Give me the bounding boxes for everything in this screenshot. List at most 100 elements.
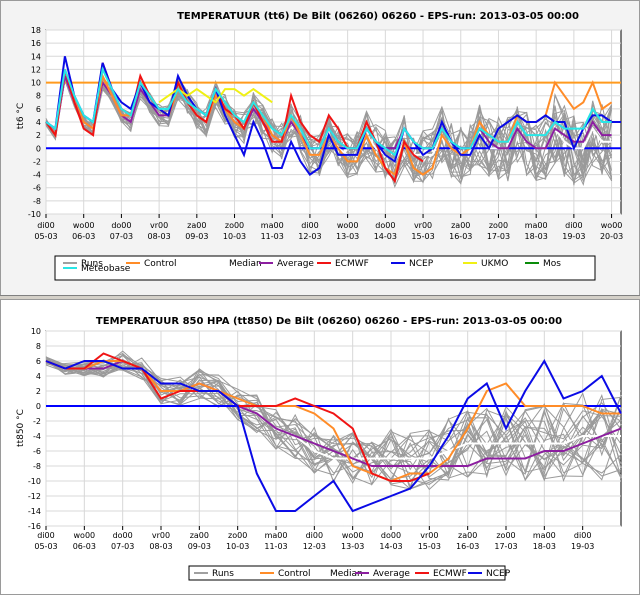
y-tick-label: -6 <box>33 184 41 193</box>
legend-label: NCEP <box>409 259 434 269</box>
x-tick-label: wo00 <box>342 531 364 540</box>
x-tick-date-label: 10-03 <box>226 542 249 551</box>
legend-label: Meteobase <box>81 264 131 274</box>
y-tick-label: -8 <box>33 462 41 471</box>
x-tick-date-label: 15-03 <box>418 542 441 551</box>
x-tick-date-label: 14-03 <box>374 232 397 241</box>
x-tick-date-label: 11-03 <box>264 542 287 551</box>
y-tick-label: 2 <box>36 387 41 396</box>
x-tick-label: vr00 <box>414 221 432 230</box>
legend-box <box>54 255 596 281</box>
x-tick-date-label: 15-03 <box>411 232 434 241</box>
chart-title: TEMPERATUUR 850 HPA (tt850) De Bilt (062… <box>96 316 562 327</box>
x-tick-date-label: 19-03 <box>571 542 594 551</box>
y-tick-label: 8 <box>36 92 41 101</box>
y-tick-label: 10 <box>31 327 41 336</box>
y-tick-label: 10 <box>31 79 41 88</box>
x-tick-label: vr00 <box>150 221 168 230</box>
x-tick-label: wo00 <box>601 221 623 230</box>
x-tick-date-label: 09-03 <box>188 542 211 551</box>
x-tick-label: di00 <box>306 531 323 540</box>
x-tick-date-label: 06-03 <box>72 232 95 241</box>
y-tick-label: 16 <box>31 39 41 48</box>
x-tick-label: za00 <box>451 221 470 230</box>
y-tick-label: 0 <box>36 402 41 411</box>
x-tick-label: za00 <box>190 531 209 540</box>
y-tick-label: -2 <box>33 417 41 426</box>
x-tick-label: do00 <box>375 221 395 230</box>
legend-label: Average <box>373 569 410 579</box>
x-tick-date-label: 13-03 <box>341 542 364 551</box>
x-tick-label: zo00 <box>228 531 247 540</box>
legend-label: UKMO <box>481 259 508 269</box>
x-tick-date-label: 17-03 <box>494 542 517 551</box>
chart-panel-tt850: TEMPERATUUR 850 HPA (tt850) De Bilt (062… <box>0 299 640 595</box>
x-tick-label: di00 <box>574 531 591 540</box>
x-tick-label: di00 <box>565 221 582 230</box>
y-tick-label: 14 <box>31 52 41 61</box>
x-tick-label: vr00 <box>152 531 170 540</box>
x-tick-label: di00 <box>37 531 54 540</box>
x-tick-label: ma00 <box>265 531 288 540</box>
x-tick-label: vr00 <box>420 531 438 540</box>
legend-label: Runs <box>81 259 103 269</box>
x-tick-label: zo00 <box>496 531 515 540</box>
y-tick-label: -16 <box>28 522 41 531</box>
x-tick-date-label: 05-03 <box>34 232 57 241</box>
y-tick-label: 6 <box>36 357 41 366</box>
legend-label: Runs <box>212 569 234 579</box>
y-tick-label: -10 <box>28 210 41 219</box>
x-tick-date-label: 12-03 <box>303 542 326 551</box>
x-tick-date-label: 05-03 <box>34 542 57 551</box>
x-tick-date-label: 07-03 <box>111 542 134 551</box>
y-tick-label: 2 <box>36 131 41 140</box>
legend-label: Control <box>278 569 311 579</box>
x-tick-label: zo00 <box>225 221 244 230</box>
x-tick-label: do00 <box>381 531 401 540</box>
x-tick-label: ma00 <box>533 531 556 540</box>
x-tick-label: do00 <box>113 531 133 540</box>
y-tick-label: 8 <box>36 342 41 351</box>
x-tick-date-label: 18-03 <box>525 232 548 241</box>
y-tick-label: -8 <box>33 197 41 206</box>
chart-panel-tt6: TEMPERATUUR (tt6) De Bilt (06260) 06260 … <box>0 0 640 296</box>
y-tick-label: 12 <box>31 65 41 74</box>
x-tick-date-label: 20-03 <box>600 232 623 241</box>
x-tick-label: zo00 <box>489 221 508 230</box>
legend-label: Mos <box>543 259 561 269</box>
legend-label: NCEP <box>486 569 511 579</box>
x-tick-label: wo00 <box>337 221 359 230</box>
x-tick-date-label: 16-03 <box>456 542 479 551</box>
x-tick-date-label: 07-03 <box>110 232 133 241</box>
x-tick-date-label: 11-03 <box>261 232 284 241</box>
x-tick-label: do00 <box>111 221 131 230</box>
y-tick-label: -2 <box>33 157 41 166</box>
x-tick-date-label: 17-03 <box>487 232 510 241</box>
chart-tt850: TEMPERATUUR 850 HPA (tt850) De Bilt (062… <box>16 316 622 581</box>
x-tick-date-label: 16-03 <box>449 232 472 241</box>
y-tick-label: -12 <box>28 492 41 501</box>
y-tick-label: 18 <box>31 26 41 35</box>
legend-label: ECMWF <box>335 259 369 269</box>
y-axis-label: tt6 °C <box>16 103 26 129</box>
y-axis-label: tt850 °C <box>16 409 26 447</box>
x-tick-label: di00 <box>301 221 318 230</box>
series-line-meteobase <box>45 66 612 157</box>
y-tick-label: -14 <box>28 507 41 516</box>
legend-label: Control <box>144 259 177 269</box>
x-tick-date-label: 08-03 <box>149 542 172 551</box>
legend-label: Median <box>330 569 363 579</box>
x-tick-label: wo00 <box>74 531 96 540</box>
ensemble-run-line <box>45 360 622 485</box>
y-tick-label: -4 <box>33 432 41 441</box>
y-tick-label: 6 <box>36 105 41 114</box>
y-tick-label: 4 <box>36 118 41 127</box>
y-tick-label: 4 <box>36 372 41 381</box>
x-tick-label: za00 <box>458 531 477 540</box>
legend-label: Median <box>229 259 262 269</box>
x-tick-date-label: 06-03 <box>73 542 96 551</box>
x-tick-date-label: 18-03 <box>533 542 556 551</box>
x-tick-label: ma00 <box>525 221 548 230</box>
x-tick-label: ma00 <box>261 221 284 230</box>
x-tick-date-label: 14-03 <box>379 542 402 551</box>
